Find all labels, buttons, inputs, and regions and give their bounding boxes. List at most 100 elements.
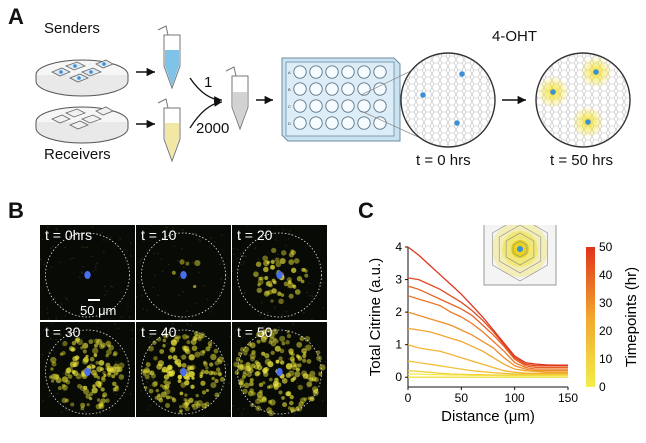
scale-bar-label: 50 μm — [80, 303, 117, 318]
panel-c-label: C — [358, 198, 374, 223]
ratio-top-label: 1 — [204, 74, 213, 91]
x-tick-label: 150 — [558, 391, 578, 405]
panel-a-label: A — [8, 4, 24, 29]
plate-row-label: D — [288, 121, 291, 126]
fluorescence-image — [140, 323, 231, 417]
colorbar-label: Timepoints (hr) — [623, 267, 640, 367]
y-tick-label: 4 — [395, 240, 402, 254]
y-tick-label: 2 — [395, 305, 402, 319]
plate-well — [309, 65, 323, 79]
plate-well — [373, 65, 387, 79]
plate-well — [357, 116, 371, 130]
series-line — [407, 327, 568, 373]
fluorescence-image — [232, 225, 325, 320]
well-t0-icon — [400, 52, 496, 148]
panel-a-diagram: A B C D — [35, 25, 631, 163]
plate-well — [325, 116, 339, 130]
timelapse-tile: t = 10 — [136, 225, 231, 320]
fluorescence-image — [40, 226, 132, 320]
time-end-label: t = 50 hrs — [550, 152, 613, 169]
fluorescence-image — [232, 323, 327, 417]
colorbar-tick-label: 30 — [599, 296, 613, 310]
plate-well — [325, 82, 339, 96]
inducer-label: 4-OHT — [492, 28, 537, 45]
plate-well — [373, 82, 387, 96]
tile-time-label: t = 40 — [141, 324, 177, 340]
plate-well — [373, 99, 387, 113]
sender-tube-icon — [157, 25, 181, 90]
sender-dish-icon — [35, 59, 129, 97]
plate-well — [309, 99, 323, 113]
plate-well — [357, 65, 371, 79]
x-axis-label: Distance (μm) — [441, 408, 535, 425]
series-line — [407, 360, 568, 375]
senders-label: Senders — [44, 20, 100, 37]
well-plate-icon — [281, 57, 401, 142]
plate-well — [373, 116, 387, 130]
y-axis-label: Total Citrine (a.u.) — [367, 258, 384, 376]
plate-well — [309, 116, 323, 130]
mixed-tube-icon — [225, 66, 249, 131]
plate-row-label: A — [288, 70, 291, 75]
colorbar-tick-label: 40 — [599, 268, 613, 282]
timelapse-tile: t = 0hrs 50 μm — [40, 225, 135, 320]
plate-row-label: C — [288, 104, 291, 109]
series-line — [407, 246, 568, 366]
receiver-tube-icon — [157, 98, 181, 163]
plate-well — [293, 99, 307, 113]
series-line — [407, 277, 568, 367]
series-line — [407, 370, 568, 376]
receivers-label: Receivers — [44, 146, 111, 163]
timelapse-tile: t = 20 — [232, 225, 327, 320]
sender-cell — [276, 368, 283, 376]
tile-time-label: t = 20 — [237, 227, 273, 243]
sender-cell — [180, 368, 187, 376]
plate-row-label: B — [288, 87, 291, 92]
plate-well — [309, 82, 323, 96]
sender-cell — [84, 368, 91, 376]
tile-time-label: t = 50 — [237, 324, 273, 340]
fluorescence-image — [136, 225, 230, 320]
x-tick-label: 0 — [405, 391, 412, 405]
series-line — [407, 344, 568, 374]
plate-well — [293, 116, 307, 130]
well-t50-icon — [535, 52, 631, 148]
series-line — [407, 295, 568, 370]
colorbar-tick-label: 10 — [599, 352, 613, 366]
tile-time-label: t = 0hrs — [45, 227, 93, 243]
inset-hex-icon — [483, 225, 557, 286]
tile-time-label: t = 10 — [141, 227, 177, 243]
fluorescence-image — [41, 322, 134, 415]
ratio-bottom-label: 2000 — [196, 120, 230, 137]
receiver-dish-icon — [35, 106, 129, 144]
panel-b-label: B — [8, 198, 24, 223]
y-tick-label: 0 — [395, 370, 402, 384]
plate-well — [357, 99, 371, 113]
sender-cell — [180, 271, 187, 279]
x-tick-label: 50 — [455, 391, 469, 405]
series-line — [407, 285, 568, 369]
plate-well — [293, 82, 307, 96]
colorbar-tick-label: 20 — [599, 324, 613, 338]
plate-well — [293, 65, 307, 79]
plate-well — [325, 65, 339, 79]
colorbar — [586, 247, 595, 387]
timelapse-tile: t = 50 — [232, 322, 327, 417]
series-line — [407, 311, 568, 372]
colorbar-tick-label: 0 — [599, 380, 606, 394]
plate-well — [341, 116, 355, 130]
timelapse-tile: t = 40 — [136, 322, 231, 417]
y-tick-label: 1 — [395, 338, 402, 352]
x-tick-label: 100 — [505, 391, 525, 405]
y-tick-label: 3 — [395, 273, 402, 287]
plate-well — [341, 82, 355, 96]
plate-well — [325, 99, 339, 113]
colorbar-tick-label: 50 — [599, 240, 613, 254]
time-start-label: t = 0 hrs — [416, 152, 471, 169]
plate-well — [341, 99, 355, 113]
tile-time-label: t = 30 — [45, 324, 81, 340]
timelapse-tile: t = 30 — [40, 322, 135, 417]
plate-well — [341, 65, 355, 79]
sender-cell — [276, 271, 283, 279]
